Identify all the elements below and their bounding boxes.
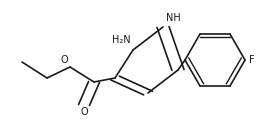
Text: F: F <box>249 55 255 65</box>
Text: NH: NH <box>166 13 180 23</box>
Text: H₂N: H₂N <box>111 35 130 45</box>
Text: O: O <box>61 55 69 65</box>
Text: O: O <box>80 107 88 117</box>
